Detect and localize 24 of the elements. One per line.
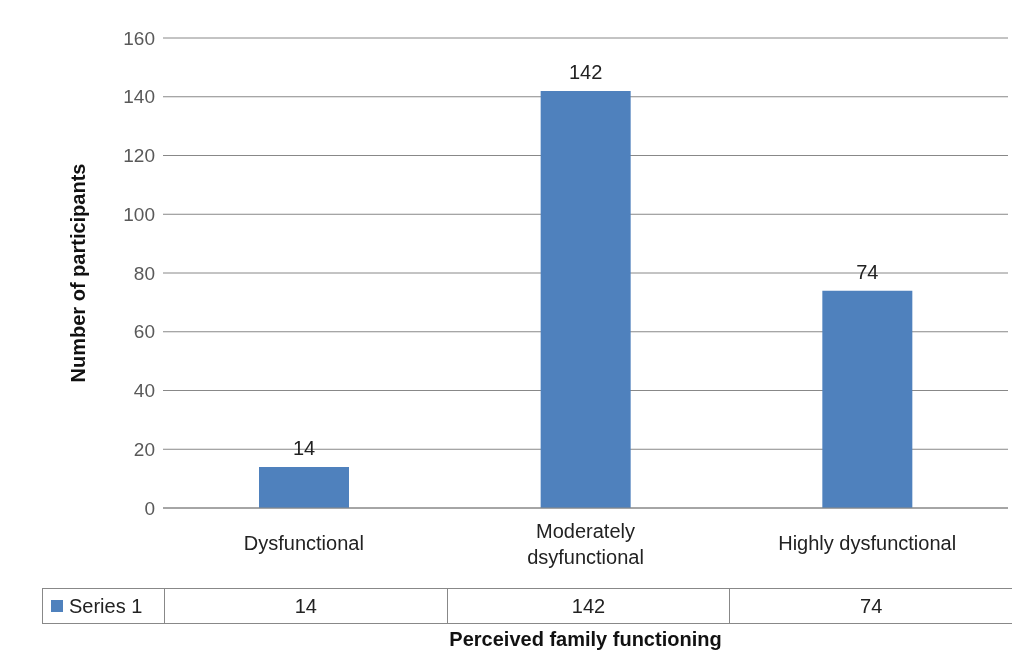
data-label: 142 — [568, 60, 603, 83]
x-tick-label: Highly dysfunctional — [778, 532, 957, 554]
y-tick-label: 20 — [133, 438, 155, 460]
y-tick-label: 100 — [123, 203, 155, 225]
y-tick-label: 140 — [123, 86, 155, 108]
y-tick-label: 40 — [133, 380, 155, 402]
y-tick-label: 120 — [123, 145, 155, 167]
y-tick-label: 60 — [133, 321, 155, 343]
bar — [259, 466, 349, 508]
x-axis-title: Perceived family functioning — [448, 628, 723, 651]
y-tick-label: 160 — [123, 27, 155, 49]
y-tick-label: 80 — [133, 262, 155, 284]
bar — [822, 290, 913, 508]
data-label: 14 — [292, 436, 316, 459]
y-tick-label: 0 — [144, 497, 155, 519]
data-label: 74 — [856, 260, 879, 283]
text: 74 — [729, 589, 1012, 623]
x-tick-label: Dysfunctional — [243, 532, 364, 554]
legend-label: Series 1 — [69, 594, 143, 618]
bar — [540, 90, 631, 508]
x-tick-label: Moderately dsyfunctional — [527, 520, 644, 568]
text: 142 — [446, 589, 730, 623]
text: 14 — [164, 589, 447, 623]
y-axis-title: Number of participants — [67, 163, 90, 383]
